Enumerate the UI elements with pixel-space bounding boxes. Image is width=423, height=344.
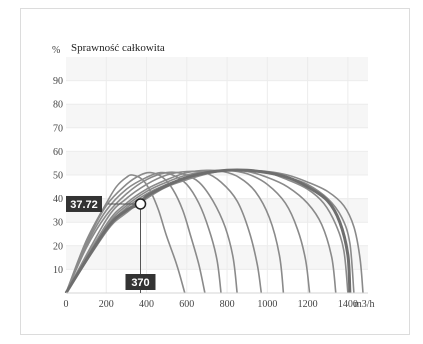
efficiency-curve bbox=[65, 169, 364, 294]
y-axis-unit: % bbox=[52, 45, 60, 56]
efficiency-curve bbox=[65, 169, 285, 294]
x-tick-label: 800 bbox=[220, 299, 235, 310]
y-tick-label: 60 bbox=[53, 147, 63, 158]
x-tick-label: 1400 bbox=[338, 299, 358, 310]
operating-point-marker bbox=[134, 198, 147, 210]
x-tick-label: 1000 bbox=[257, 299, 277, 310]
x-value-label: 370 bbox=[131, 277, 149, 289]
y-tick-label: 90 bbox=[53, 76, 63, 87]
x-tick-label: 600 bbox=[179, 299, 194, 310]
y-tick-label: 80 bbox=[53, 100, 63, 111]
x-value-box bbox=[125, 274, 156, 290]
y-tick-label: 20 bbox=[53, 241, 63, 252]
grid-lines bbox=[66, 57, 368, 293]
efficiency-curve bbox=[65, 174, 186, 294]
x-tick-label: 0 bbox=[64, 299, 69, 310]
efficiency-curve bbox=[65, 169, 349, 294]
x-axis-unit: m3/h bbox=[354, 299, 375, 310]
grid-band bbox=[66, 57, 368, 81]
y-tick-label: 50 bbox=[53, 171, 63, 182]
tick-labels: 10 20 30 40 50 60 70 80 90 0 200 400 600 800 1000 1200 1… bbox=[53, 76, 358, 310]
x-tick-label: 1200 bbox=[298, 299, 318, 310]
efficiency-chart: 10 20 30 40 50 60 70 80 90 0 200 400 600 800 1000 1200 1… bbox=[52, 42, 375, 310]
chart-card: 10 20 30 40 50 60 70 80 90 0 200 400 600 800 1000 1200 1… bbox=[20, 8, 410, 335]
y-tick-label: 70 bbox=[53, 123, 63, 134]
efficiency-curves bbox=[64, 168, 364, 294]
grid-band bbox=[66, 151, 368, 175]
plot-background bbox=[66, 57, 368, 270]
y-tick-label: 30 bbox=[53, 218, 63, 229]
operating-point[interactable]: 37.72 370 bbox=[66, 195, 156, 293]
x-tick-label: 200 bbox=[99, 299, 114, 310]
y-value-label: 37.72 bbox=[70, 199, 98, 211]
x-tick-label: 400 bbox=[139, 299, 154, 310]
y-tick-label: 40 bbox=[53, 194, 63, 205]
efficiency-curve bbox=[65, 169, 311, 294]
y-value-box bbox=[66, 195, 102, 212]
chart-title: Sprawność całkowita bbox=[71, 42, 165, 54]
grid-band bbox=[66, 104, 368, 128]
y-tick-label: 10 bbox=[53, 265, 63, 276]
